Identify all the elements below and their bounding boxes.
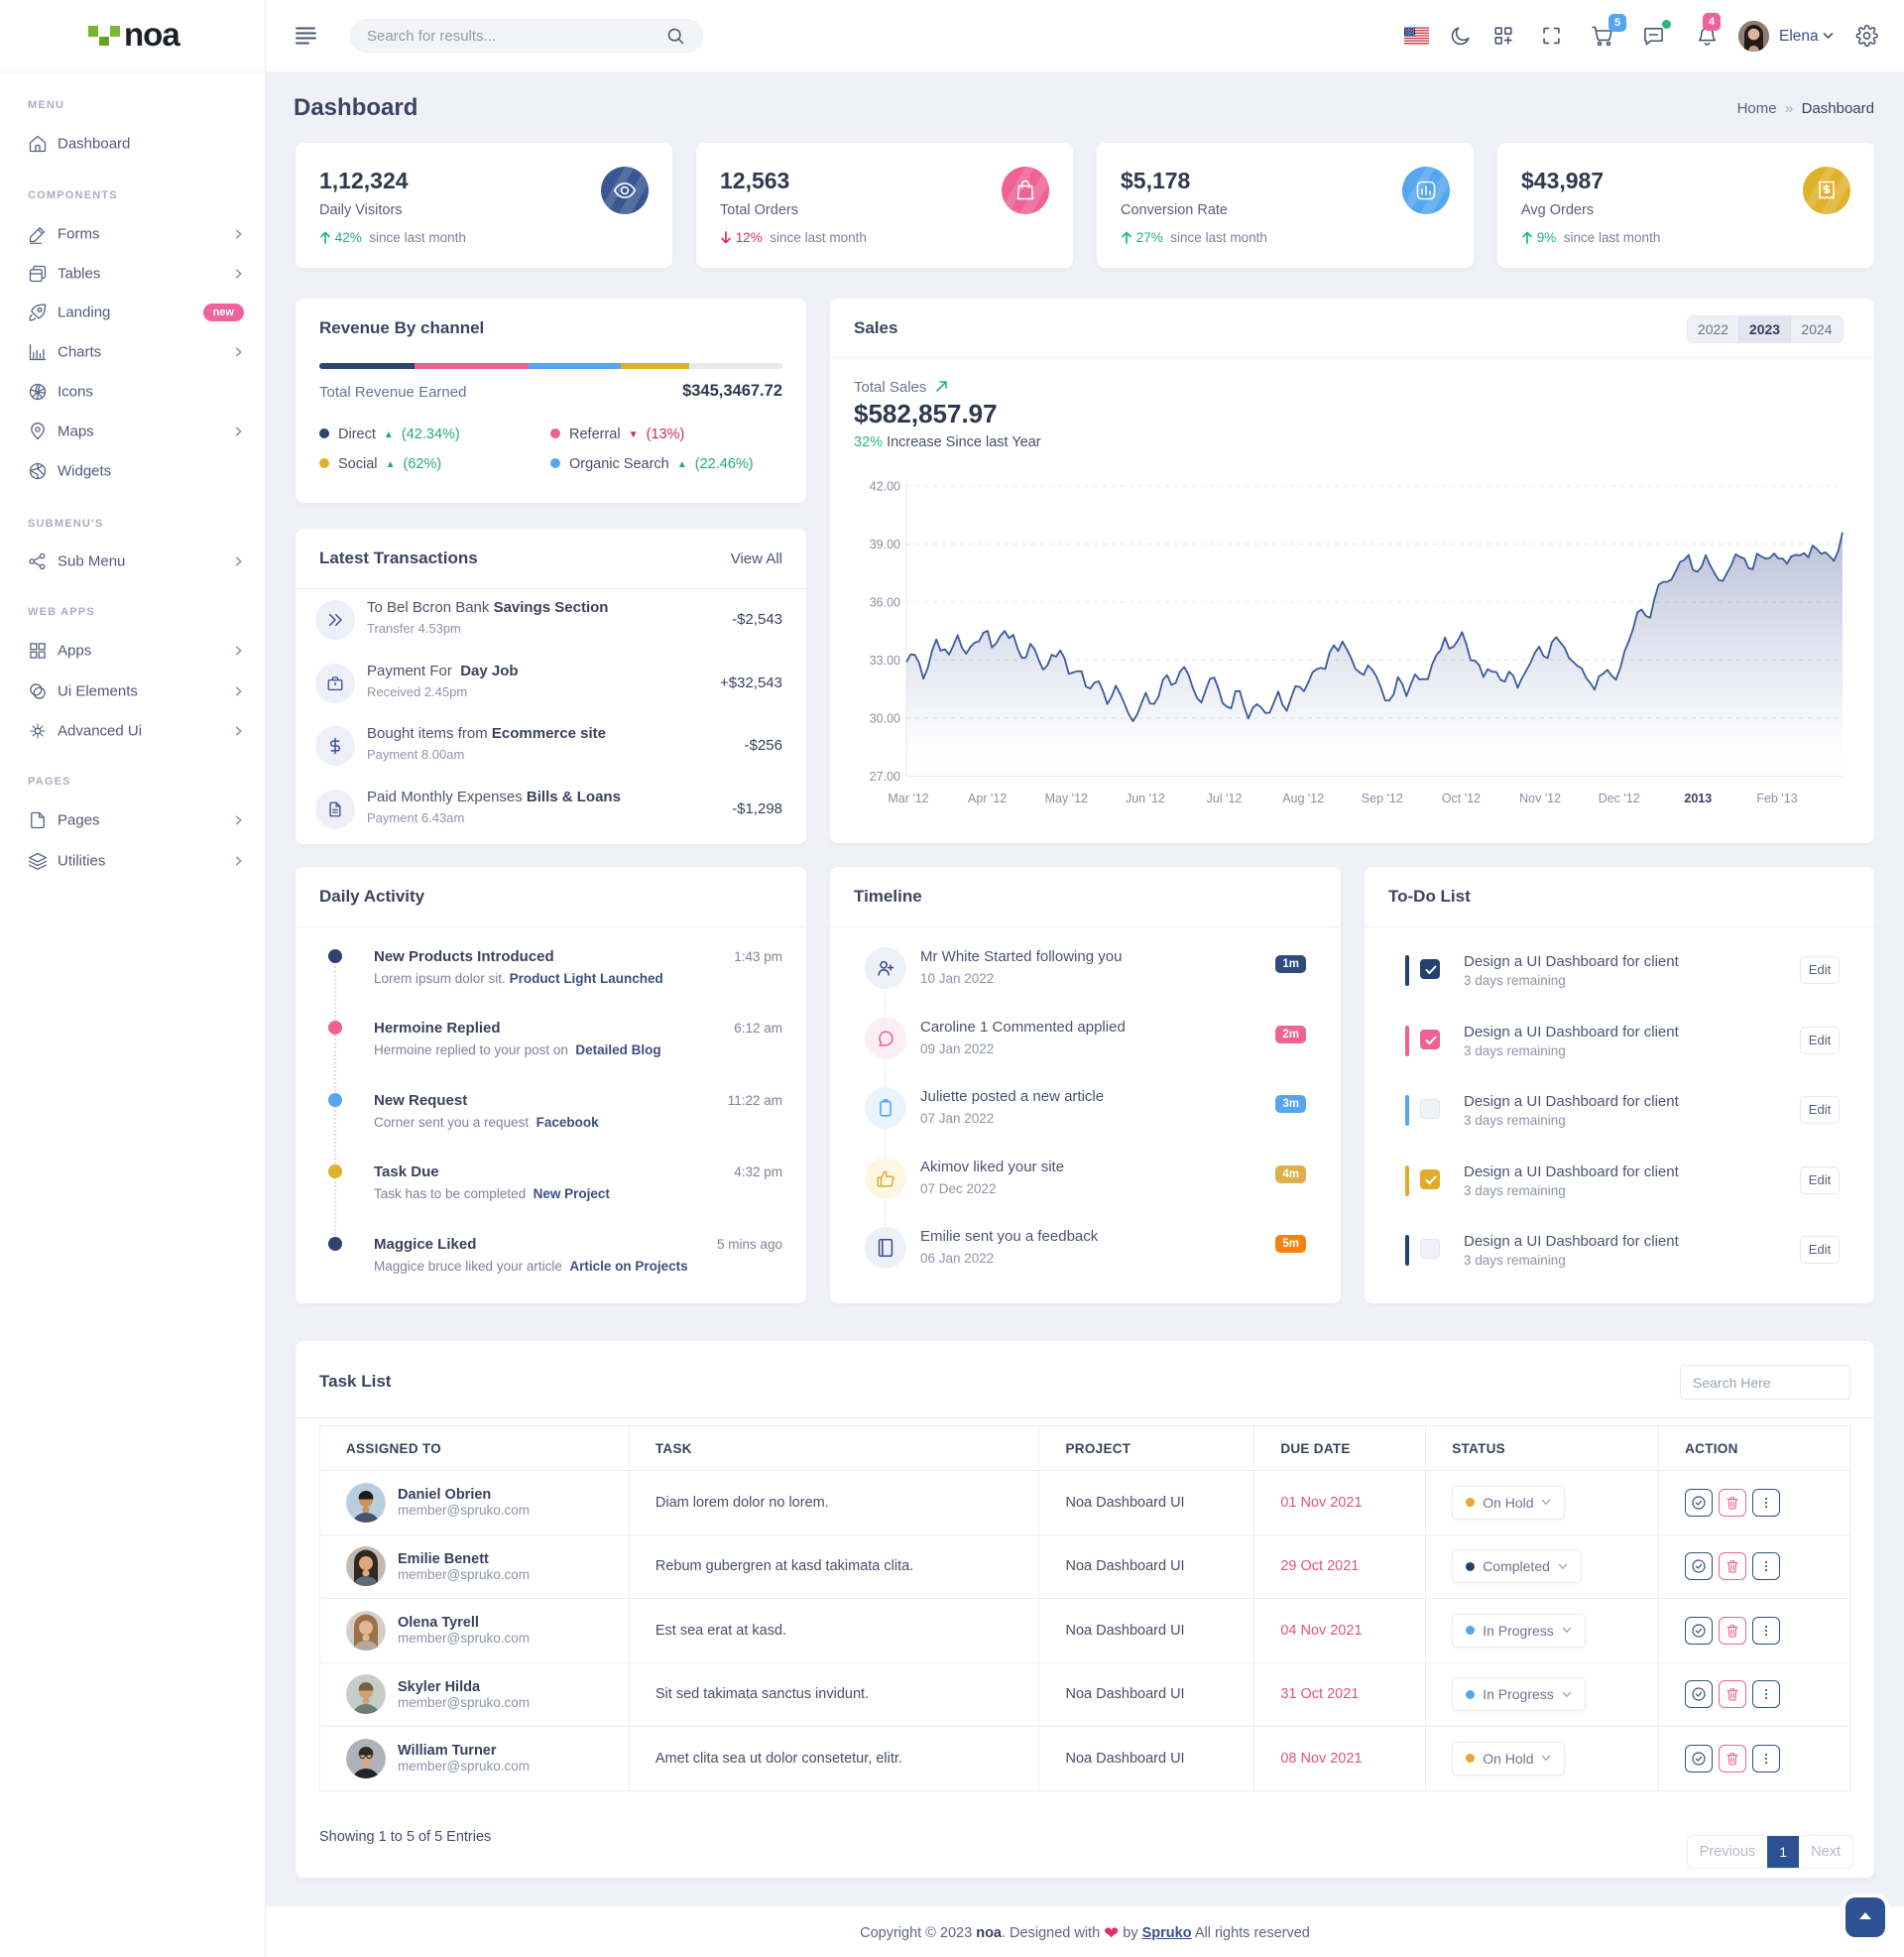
svg-text:Oct '12: Oct '12 — [1442, 792, 1481, 805]
svg-text:Jul '12: Jul '12 — [1207, 792, 1243, 805]
svg-text:noa: noa — [124, 20, 180, 53]
svg-text:Apr '12: Apr '12 — [968, 792, 1007, 805]
svg-text:Aug '12: Aug '12 — [1282, 792, 1324, 805]
svg-text:Nov '12: Nov '12 — [1519, 792, 1561, 805]
svg-text:42.00: 42.00 — [870, 480, 900, 494]
svg-text:Feb '13: Feb '13 — [1756, 792, 1797, 805]
svg-text:May '12: May '12 — [1045, 792, 1088, 805]
svg-text:Jun '12: Jun '12 — [1126, 792, 1165, 805]
svg-text:39.00: 39.00 — [870, 538, 900, 551]
svg-text:2013: 2013 — [1684, 792, 1712, 805]
svg-text:27.00: 27.00 — [870, 770, 900, 784]
svg-text:36.00: 36.00 — [870, 596, 900, 610]
svg-text:Dec '12: Dec '12 — [1599, 792, 1640, 805]
svg-text:30.00: 30.00 — [870, 712, 900, 726]
svg-text:33.00: 33.00 — [870, 654, 900, 668]
svg-text:Sep '12: Sep '12 — [1362, 792, 1403, 805]
svg-text:Mar '12: Mar '12 — [888, 792, 928, 805]
